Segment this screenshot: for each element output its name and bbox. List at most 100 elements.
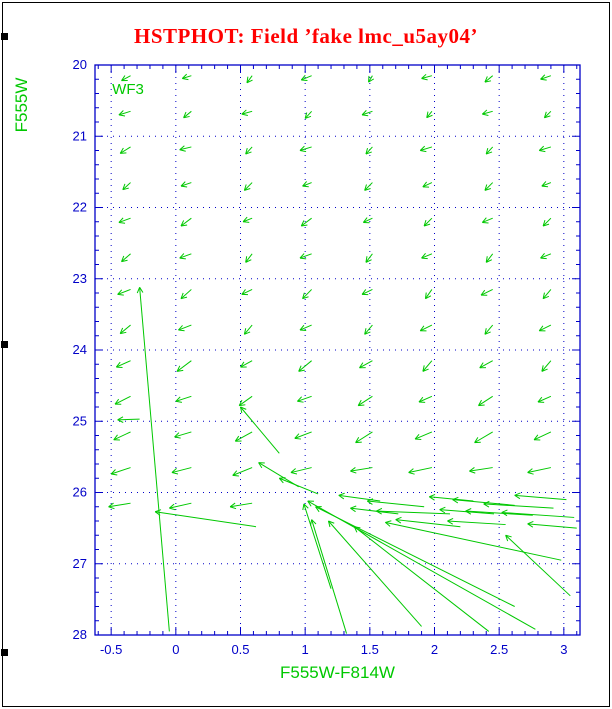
- arrow-head: [241, 289, 246, 295]
- arrow-head: [258, 462, 263, 469]
- arrow-head: [171, 472, 179, 475]
- arrow-head: [242, 216, 248, 223]
- arrow-shaft: [452, 499, 515, 506]
- arrow-head: [175, 400, 183, 403]
- arrow-head: [176, 365, 181, 372]
- arrow-head: [122, 187, 129, 191]
- arrow-shaft: [422, 182, 433, 188]
- arrow-head: [537, 396, 543, 403]
- arrow-head: [294, 433, 300, 439]
- arrow-shaft: [469, 467, 493, 472]
- arrow-head: [481, 217, 487, 223]
- arrow-head: [246, 76, 249, 83]
- arrow-shaft: [304, 110, 313, 119]
- arrow-head: [479, 362, 484, 369]
- arrow-head: [408, 472, 415, 475]
- arrow-head: [294, 437, 302, 440]
- arrow-head: [424, 223, 431, 227]
- arrow-shaft: [423, 217, 433, 227]
- selection-handle-bottom[interactable]: [1, 649, 8, 656]
- arrow-shaft: [279, 477, 319, 495]
- arrow-head: [154, 509, 162, 513]
- arrow-shaft: [108, 502, 131, 508]
- arrow-head: [118, 110, 124, 116]
- arrow-head: [108, 506, 115, 510]
- arrow-shaft: [117, 418, 140, 421]
- arrow-head: [245, 259, 252, 263]
- arrow-shaft: [258, 462, 299, 488]
- arrow-head: [426, 114, 433, 119]
- selection-handle-middle[interactable]: [1, 341, 8, 348]
- arrow-head: [115, 361, 121, 368]
- arrow-head: [419, 145, 426, 151]
- arrow-shaft: [241, 110, 253, 115]
- arrow-head: [429, 493, 436, 498]
- arrow-shaft: [421, 253, 433, 259]
- arrow-shaft: [537, 395, 552, 403]
- arrow-shaft: [118, 110, 131, 116]
- arrow-shaft: [311, 519, 348, 634]
- arrow-head: [355, 437, 360, 443]
- arrow-shaft: [420, 146, 433, 151]
- arrow-shaft: [484, 324, 494, 335]
- arrow-shaft: [180, 289, 192, 300]
- y-axis-title: F555W: [12, 78, 31, 133]
- arrow-head: [447, 518, 454, 522]
- arrow-shaft: [122, 182, 131, 191]
- selection-handle-top[interactable]: [1, 33, 8, 40]
- arrow-shaft: [539, 146, 552, 151]
- arrow-shaft: [474, 431, 493, 444]
- arrow-head: [290, 468, 296, 473]
- arrow-head: [422, 368, 429, 372]
- arrow-shaft: [363, 217, 373, 223]
- arrow-head: [297, 396, 303, 402]
- arrow-head: [304, 112, 308, 119]
- arrow-head: [366, 500, 373, 505]
- arrow-shaft: [245, 253, 253, 263]
- arrow-shaft: [303, 503, 332, 589]
- arrow-head: [111, 473, 118, 476]
- arrow-head: [303, 503, 309, 509]
- arrow-head: [429, 496, 435, 501]
- arrow-head: [120, 331, 127, 335]
- arrow-head: [505, 535, 509, 542]
- arrow-head: [298, 369, 305, 372]
- arrow-shaft: [465, 510, 533, 516]
- arrow-head: [181, 73, 188, 79]
- arrow-head: [245, 151, 252, 155]
- arrow-head: [179, 149, 186, 152]
- arrow-head: [541, 185, 549, 188]
- arrow-head: [119, 147, 124, 154]
- arrow-shaft: [176, 360, 192, 372]
- y-tick-label: 21: [73, 128, 87, 143]
- arrow-head: [179, 145, 185, 151]
- arrow-head: [501, 512, 508, 517]
- arrow-head: [118, 114, 126, 117]
- axis-ticks: [95, 64, 580, 636]
- arrow-shaft: [240, 360, 253, 368]
- arrow-head: [302, 292, 305, 299]
- arrow-head: [338, 492, 345, 496]
- arrow-shaft: [119, 324, 131, 334]
- x-tick-label: 0.5: [231, 642, 249, 657]
- arrow-head: [300, 220, 305, 227]
- arrow-shaft: [299, 324, 312, 331]
- arrow-shaft: [542, 289, 552, 300]
- arrow-head: [414, 433, 420, 440]
- arrow-head: [483, 503, 490, 508]
- arrow-shaft: [240, 406, 280, 454]
- arrow-head: [484, 331, 491, 335]
- x-tick-label: 1.5: [361, 642, 379, 657]
- arrow-shaft: [539, 324, 552, 332]
- arrow-head: [180, 296, 188, 300]
- arrow-head: [119, 327, 124, 334]
- y-tick-label: 20: [73, 57, 87, 72]
- arrow-head: [408, 468, 414, 473]
- arrow-head: [240, 361, 245, 368]
- arrow-head: [180, 185, 188, 188]
- arrow-head: [421, 257, 428, 260]
- arrow-head: [478, 399, 482, 406]
- arrow-head: [169, 503, 175, 509]
